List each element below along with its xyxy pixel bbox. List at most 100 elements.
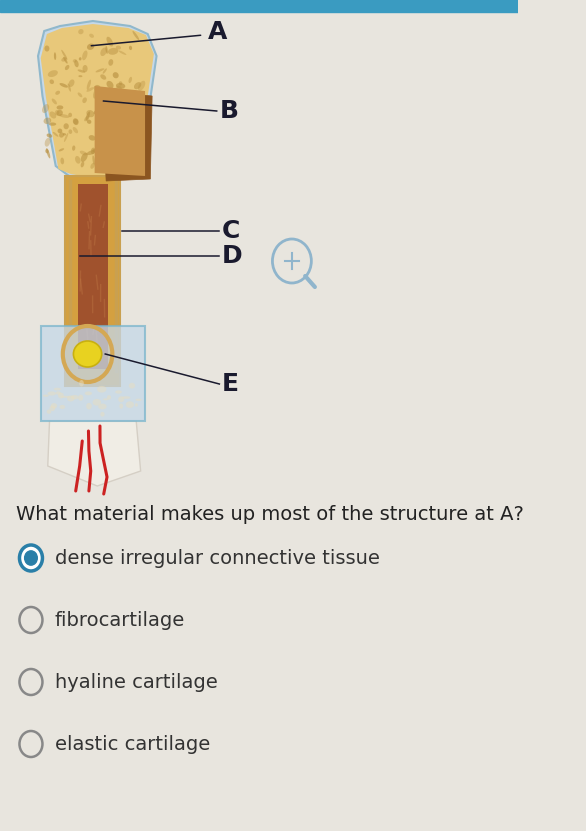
Ellipse shape [108,48,118,55]
Ellipse shape [63,123,69,130]
Ellipse shape [100,47,107,56]
Ellipse shape [86,403,92,410]
Ellipse shape [134,154,138,157]
Ellipse shape [86,87,94,91]
Ellipse shape [51,403,57,409]
Ellipse shape [123,162,126,165]
Ellipse shape [69,80,74,87]
Ellipse shape [120,139,124,145]
Ellipse shape [122,396,131,399]
Ellipse shape [100,412,105,416]
Ellipse shape [116,83,125,89]
Text: What material makes up most of the structure at A?: What material makes up most of the struc… [16,505,524,524]
Ellipse shape [42,104,49,113]
Ellipse shape [83,65,88,72]
Ellipse shape [126,401,134,408]
Ellipse shape [54,388,61,391]
Text: D: D [222,244,243,268]
Ellipse shape [98,140,100,145]
Ellipse shape [135,135,143,140]
Ellipse shape [129,383,135,389]
Ellipse shape [58,392,64,398]
Ellipse shape [126,141,131,148]
Ellipse shape [105,46,108,54]
Ellipse shape [107,81,114,89]
Ellipse shape [100,74,106,80]
Ellipse shape [43,395,49,397]
Ellipse shape [82,51,87,60]
Ellipse shape [117,94,120,97]
Ellipse shape [100,97,107,104]
Ellipse shape [60,158,64,165]
Ellipse shape [56,391,61,395]
Ellipse shape [73,127,78,133]
Ellipse shape [60,83,68,87]
Ellipse shape [125,101,128,106]
Ellipse shape [48,70,58,77]
Ellipse shape [79,57,81,61]
Ellipse shape [49,122,56,125]
Ellipse shape [118,97,122,104]
Ellipse shape [61,396,70,398]
Ellipse shape [43,118,51,124]
Ellipse shape [50,406,55,411]
Ellipse shape [103,68,107,74]
Ellipse shape [139,116,147,122]
Text: E: E [222,372,239,396]
Ellipse shape [56,110,63,116]
Text: B: B [219,99,239,123]
Ellipse shape [131,102,134,108]
Ellipse shape [132,31,139,40]
Ellipse shape [93,149,96,152]
Ellipse shape [134,82,141,89]
Bar [78,184,108,369]
Ellipse shape [65,65,69,70]
Ellipse shape [81,153,88,162]
Ellipse shape [68,113,72,117]
Ellipse shape [91,148,96,155]
Ellipse shape [90,163,95,169]
Ellipse shape [47,134,52,138]
Ellipse shape [118,396,124,402]
Ellipse shape [138,81,145,91]
Polygon shape [40,24,154,178]
Ellipse shape [71,395,79,400]
Ellipse shape [67,83,71,91]
Ellipse shape [55,91,60,95]
Ellipse shape [128,76,132,83]
Polygon shape [95,86,145,176]
Ellipse shape [110,152,115,160]
Ellipse shape [101,138,106,144]
Bar [66,176,120,386]
Ellipse shape [121,147,128,154]
Ellipse shape [104,110,108,114]
Ellipse shape [79,380,84,386]
Ellipse shape [93,155,95,165]
Ellipse shape [96,68,104,72]
Ellipse shape [79,75,83,77]
Ellipse shape [115,86,122,92]
Ellipse shape [103,398,108,401]
Ellipse shape [82,97,87,103]
Ellipse shape [135,399,142,401]
Polygon shape [48,421,141,486]
Text: A: A [208,20,227,44]
Ellipse shape [45,138,50,147]
Ellipse shape [129,46,132,50]
Ellipse shape [101,137,104,141]
Ellipse shape [84,116,90,121]
Bar [40,326,145,421]
Ellipse shape [75,156,80,164]
Ellipse shape [67,396,74,401]
Ellipse shape [107,37,113,47]
Ellipse shape [57,106,63,110]
Ellipse shape [141,117,148,126]
Ellipse shape [85,391,92,396]
Ellipse shape [54,52,56,60]
Ellipse shape [104,110,111,115]
Ellipse shape [62,50,67,60]
Circle shape [25,551,38,565]
Ellipse shape [74,60,79,67]
Ellipse shape [73,118,79,125]
Ellipse shape [77,70,85,73]
